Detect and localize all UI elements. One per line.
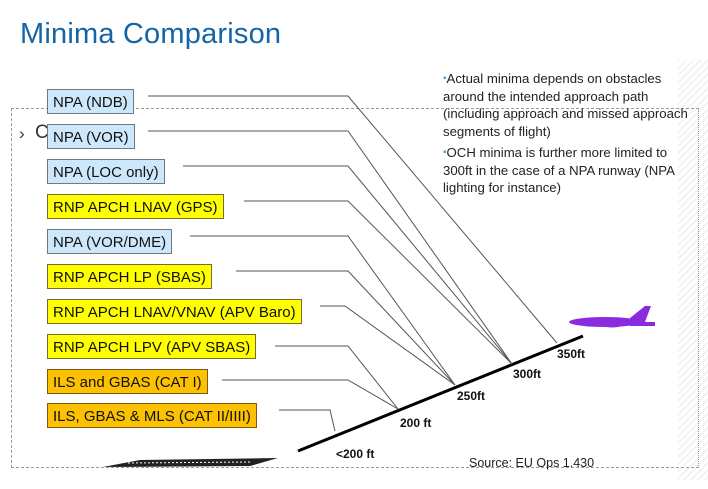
leader-rnp-lnavvnav: [320, 305, 456, 386]
height-label-250: 250ft: [457, 389, 486, 403]
approach-box-npa-vor: NPA (VOR): [47, 124, 135, 149]
leader-npa-loc: [183, 165, 513, 365]
leader-npa-vor: [148, 130, 513, 365]
leader-npa-ndb: [148, 95, 558, 344]
note-item: ▪Actual minima depends on obstacles arou…: [443, 70, 693, 140]
note-bullet-icon: ▪: [443, 73, 447, 84]
leader-rnp-lpv: [275, 345, 399, 410]
bullet-marker: ›: [19, 124, 25, 143]
approach-box-rnp-lnav: RNP APCH LNAV (GPS): [47, 194, 224, 219]
approach-box-rnp-lpv: RNP APCH LPV (APV SBAS): [47, 334, 257, 359]
height-label-300: 300ft: [513, 367, 542, 381]
approach-box-npa-loc: NPA (LOC only): [47, 159, 165, 184]
approach-box-npa-vordme: NPA (VOR/DME): [47, 229, 173, 254]
approach-box-npa-ndb: NPA (NDB): [47, 89, 134, 114]
content-frame: [11, 108, 699, 468]
bullet-partial-text: C: [35, 122, 49, 143]
page-title: Minima Comparison: [20, 18, 282, 50]
approach-box-ils-cat2: ILS, GBAS & MLS (CAT II/IIII): [47, 403, 257, 428]
runway-icon: [103, 458, 278, 467]
notes-panel: ▪Actual minima depends on obstacles arou…: [443, 70, 693, 201]
approach-box-rnp-lnavvnav: RNP APCH LNAV/VNAV (APV Baro): [47, 299, 302, 324]
glide-path-line: [297, 334, 584, 453]
leader-ils-cat1: [222, 379, 399, 410]
height-label-350: 350ft: [557, 347, 586, 361]
note-item: ▪OCH minima is further more limited to 3…: [443, 144, 693, 197]
airplane-icon: [569, 306, 655, 328]
approach-box-ils-cat1: ILS and GBAS (CAT I): [47, 369, 208, 394]
leader-rnp-lnav: [244, 200, 513, 365]
note-bullet-icon: ▪: [443, 147, 447, 158]
leader-ils-cat2: [279, 409, 336, 432]
leader-npa-vordme: [190, 235, 456, 386]
leader-rnp-lp: [236, 270, 456, 386]
background-hatch: [678, 60, 708, 480]
approach-box-rnp-lp: RNP APCH LP (SBAS): [47, 264, 212, 289]
note-text: Actual minima depends on obstacles aroun…: [443, 71, 688, 139]
height-label-200: 200 ft: [400, 416, 432, 430]
source-citation: Source: EU Ops 1.430: [469, 456, 595, 470]
height-label-below-200: <200 ft: [336, 447, 375, 461]
note-text: OCH minima is further more limited to 30…: [443, 145, 675, 195]
